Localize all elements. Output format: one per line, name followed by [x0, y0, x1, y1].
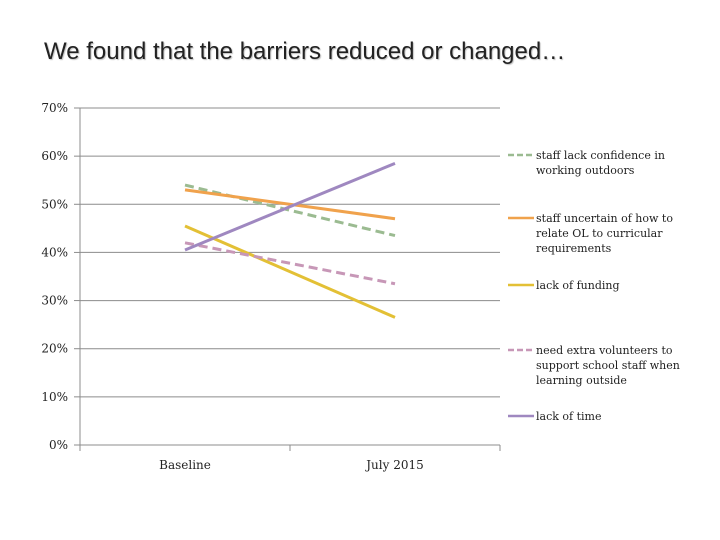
grid-lines: [80, 107, 500, 446]
y-axis-ticks: 0% 10% 20% 30% 40% 50% 60% 70%: [41, 101, 68, 452]
y-tick-label: 0%: [49, 438, 68, 452]
legend-label: staff uncertain of how to relate OL to cu…: [536, 212, 673, 255]
x-tick-label: Baseline: [159, 458, 211, 472]
legend-label: need extra volunteers to support school s…: [536, 344, 680, 387]
series-lines: [184, 161, 396, 319]
y-tick-label: 20%: [41, 342, 68, 356]
axes: [74, 107, 501, 451]
y-tick-label: 30%: [41, 294, 68, 308]
x-tick-label: July 2015: [364, 458, 424, 472]
chart-title: We found that the barriers reduced or ch…: [44, 38, 566, 65]
series-line: [184, 161, 396, 252]
series-line: [184, 224, 396, 319]
legend-label: lack of time: [536, 410, 601, 423]
y-tick-label: 50%: [41, 197, 68, 211]
y-tick-label: 70%: [41, 101, 68, 115]
series-line: [184, 241, 396, 286]
y-tick-label: 10%: [41, 390, 68, 404]
y-tick-label: 60%: [41, 149, 68, 163]
y-tick-label: 40%: [41, 245, 68, 259]
series-line: [184, 188, 396, 221]
series-line: [184, 183, 396, 238]
legend-label: lack of funding: [536, 279, 620, 292]
legend: staff lack confidence in working outdoors…: [508, 149, 680, 423]
x-axis-ticks: Baseline July 2015: [159, 458, 424, 472]
legend-label: staff lack confidence in working outdoors: [536, 149, 665, 177]
